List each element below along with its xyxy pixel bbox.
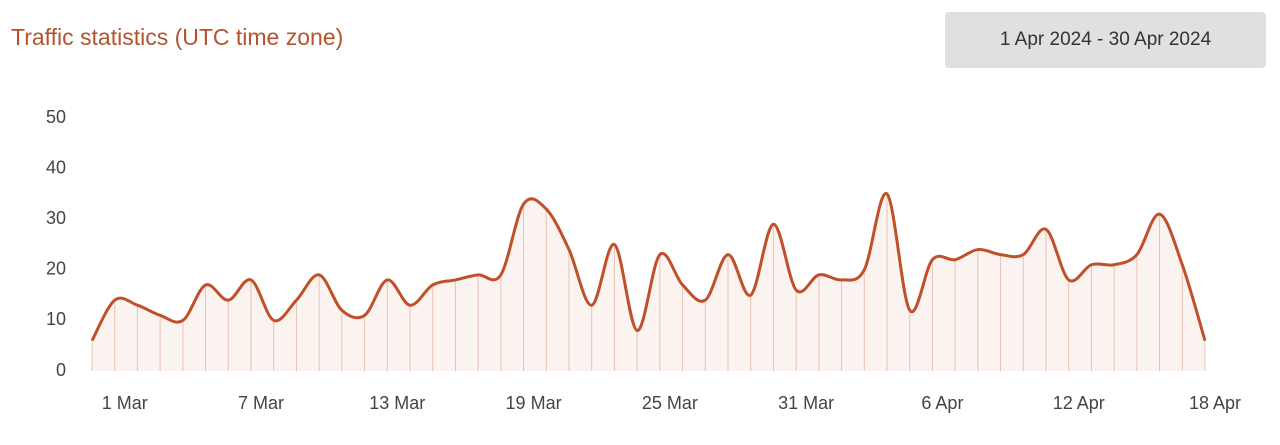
x-tick-label: 7 Mar	[238, 393, 284, 413]
area	[92, 193, 1205, 371]
x-tick-label: 31 Mar	[778, 393, 834, 413]
y-tick-label: 40	[46, 157, 66, 177]
x-tick-label: 13 Mar	[369, 393, 425, 413]
x-tick-label: 18 Apr	[1189, 393, 1241, 413]
x-tick-label: 25 Mar	[642, 393, 698, 413]
y-tick-label: 20	[46, 259, 66, 279]
line	[90, 192, 1207, 342]
date-range-button[interactable]: 1 Apr 2024 - 30 Apr 2024	[945, 12, 1266, 68]
y-tick-label: 50	[46, 107, 66, 127]
y-tick-label: 10	[46, 309, 66, 329]
x-tick-label: 19 Mar	[506, 393, 562, 413]
y-tick-label: 30	[46, 208, 66, 228]
page-title: Traffic statistics (UTC time zone)	[11, 24, 344, 50]
x-tick-label: 12 Apr	[1053, 393, 1105, 413]
x-tick-label: 6 Apr	[921, 393, 963, 413]
y-tick-label: 0	[56, 360, 66, 380]
x-tick-label: 1 Mar	[102, 393, 148, 413]
